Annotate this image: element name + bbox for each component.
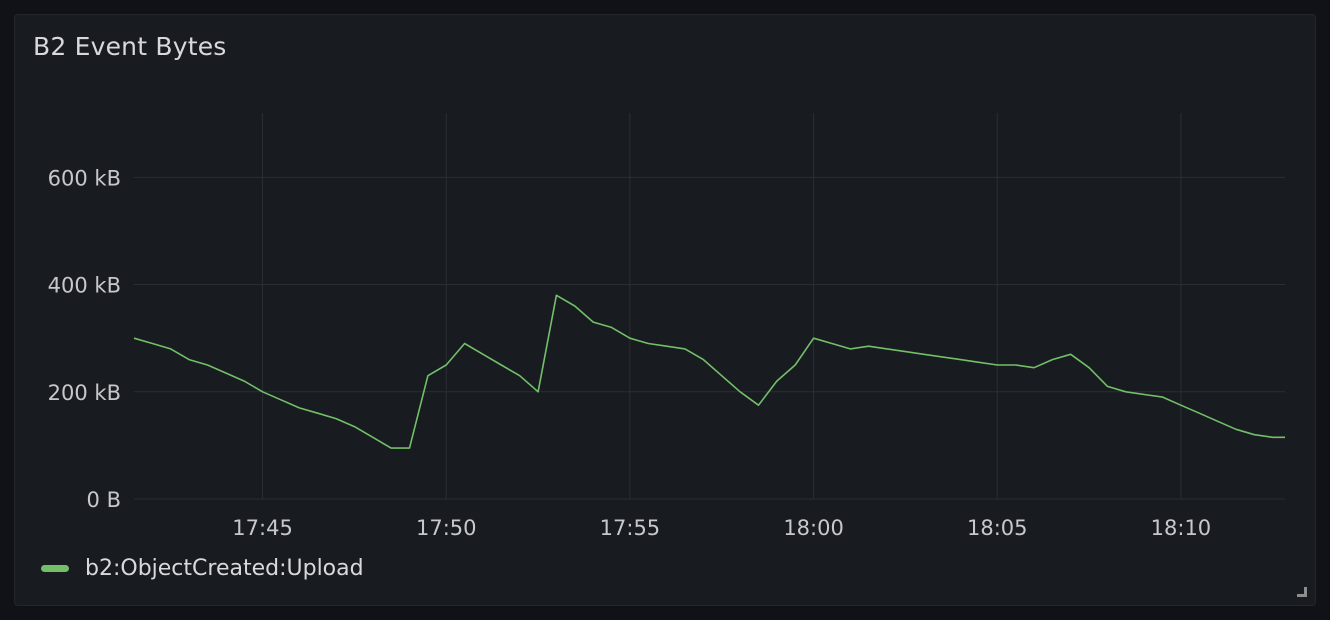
chart-panel: B2 Event Bytes 0 B 200 kB 400 kB 600 kB 17:… bbox=[14, 14, 1316, 606]
x-tick-label: 17:55 bbox=[600, 516, 661, 540]
y-tick-label: 400 kB bbox=[48, 274, 121, 298]
chart-grid bbox=[134, 113, 1285, 500]
y-tick-label: 600 kB bbox=[48, 166, 121, 190]
line-chart[interactable]: 0 B 200 kB 400 kB 600 kB 17:45 17:50 17:55 18:… bbox=[15, 15, 1317, 607]
panel-title[interactable]: B2 Event Bytes bbox=[33, 32, 227, 61]
x-tick-label: 18:00 bbox=[783, 516, 844, 540]
y-tick-label: 0 B bbox=[87, 488, 121, 512]
legend-item[interactable]: b2:ObjectCreated:Upload bbox=[41, 556, 364, 581]
legend-swatch bbox=[41, 565, 69, 572]
series-line bbox=[133, 294, 1285, 449]
y-axis: 0 B 200 kB 400 kB 600 kB bbox=[48, 166, 121, 512]
x-tick-label: 17:50 bbox=[416, 516, 477, 540]
y-tick-label: 200 kB bbox=[48, 381, 121, 405]
x-tick-label: 18:05 bbox=[967, 516, 1028, 540]
resize-handle-icon[interactable] bbox=[1297, 587, 1307, 597]
legend-label: b2:ObjectCreated:Upload bbox=[85, 556, 364, 581]
chart-series bbox=[133, 294, 1285, 449]
x-axis: 17:45 17:50 17:55 18:00 18:05 18:10 bbox=[232, 516, 1211, 540]
x-tick-label: 17:45 bbox=[232, 516, 293, 540]
x-tick-label: 18:10 bbox=[1151, 516, 1212, 540]
